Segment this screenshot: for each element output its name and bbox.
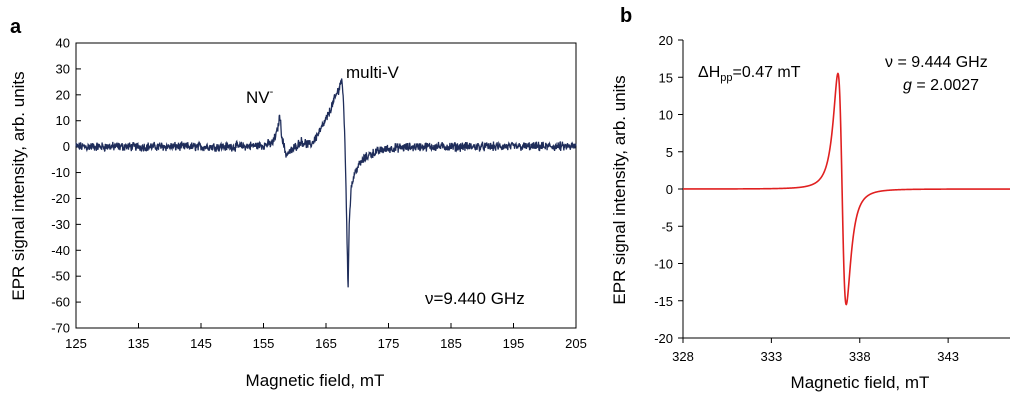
panel-b-y-tick-label: 5 xyxy=(666,145,673,160)
panel-b-y-tick-label: -10 xyxy=(654,257,673,272)
panel-b-y-tick-label: 0 xyxy=(666,182,673,197)
panel-a-y-axis: 40 30 20 10 0 -10 -20 -30 -40 -50 -60 -70 xyxy=(51,36,81,336)
panel-b-x-axis: 328 333 338 343 xyxy=(672,338,959,364)
panel-a-y-tick-label: -70 xyxy=(51,321,70,336)
panel-a-frequency-label: ν=9.440 GHz xyxy=(425,289,525,308)
panel-a-x-tick-label: 195 xyxy=(503,336,525,351)
panel-b-linewidth-label: ΔHpp=0.47 mT xyxy=(698,64,801,84)
panel-a-y-tick-label: 40 xyxy=(56,36,70,51)
panel-a-x-tick-label: 185 xyxy=(440,336,462,351)
panel-a-y-tick-label: 20 xyxy=(56,87,70,102)
peak-label-multi-v: multi-V xyxy=(346,63,400,82)
panel-b-series-line xyxy=(683,72,1010,306)
panel-b-x-tick-label: 328 xyxy=(672,349,694,364)
panel-a-y-tick-label: 10 xyxy=(56,113,70,128)
panel-a-x-tick-label: 125 xyxy=(65,336,87,351)
panel-b-y-tick-label: -15 xyxy=(654,294,673,309)
panel-b-y-tick-label: 20 xyxy=(659,33,673,48)
panel-b-letter: b xyxy=(620,5,632,27)
panel-a-y-tick-label: -40 xyxy=(51,243,70,258)
panel-a-y-tick-label: -10 xyxy=(51,165,70,180)
panel-a-x-label: Magnetic field, mT xyxy=(246,371,385,390)
panel-b-y-tick-label: -5 xyxy=(661,219,673,234)
panel-a-y-tick-label: 0 xyxy=(63,139,70,154)
panel-a-letter: a xyxy=(10,16,22,38)
panel-a-x-tick-label: 155 xyxy=(253,336,275,351)
panel-a-x-tick-label: 175 xyxy=(378,336,400,351)
panel-b-x-label: Magnetic field, mT xyxy=(791,373,930,392)
panel-a-x-tick-label: 165 xyxy=(315,336,337,351)
panel-b-g-factor-label: g = 2.0027 xyxy=(903,77,979,94)
panel-b-y-label: EPR signal intensity, arb. units xyxy=(610,75,629,304)
panel-a-x-axis: 125 135 145 155 165 175 185 195 205 xyxy=(65,323,587,351)
panel-b-y-tick-label: -20 xyxy=(654,331,673,346)
panel-a-x-tick-label: 135 xyxy=(128,336,150,351)
panel-b-frequency-label: ν = 9.444 GHz xyxy=(885,54,988,71)
panel-a-x-tick-label: 145 xyxy=(190,336,212,351)
peak-label-nv: NV- xyxy=(246,86,274,107)
panel-b-x-tick-label: 338 xyxy=(849,349,871,364)
panel-b-y-tick-label: 15 xyxy=(659,70,673,85)
panel-a-y-tick-label: -60 xyxy=(51,295,70,310)
panel-b: b 20 15 10 5 0 -5 -10 -15 -20 328 333 338 343 Magne… xyxy=(610,5,1010,392)
panel-a-y-tick-label: -30 xyxy=(51,217,70,232)
panel-b-x-tick-label: 333 xyxy=(761,349,783,364)
panel-b-y-axis: 20 15 10 5 0 -5 -10 -15 -20 xyxy=(654,33,683,346)
panel-a-y-tick-label: -20 xyxy=(51,191,70,206)
panel-a-y-tick-label: 30 xyxy=(56,61,70,76)
panel-b-y-tick-label: 10 xyxy=(659,108,673,123)
panel-a-x-tick-label: 205 xyxy=(565,336,587,351)
panel-b-x-tick-label: 343 xyxy=(937,349,959,364)
panel-a-plot-frame xyxy=(75,42,577,329)
panel-a-y-tick-label: -50 xyxy=(51,269,70,284)
panel-a-y-label: EPR signal intensity, arb. units xyxy=(9,71,28,300)
panel-a-series-line xyxy=(75,78,577,288)
